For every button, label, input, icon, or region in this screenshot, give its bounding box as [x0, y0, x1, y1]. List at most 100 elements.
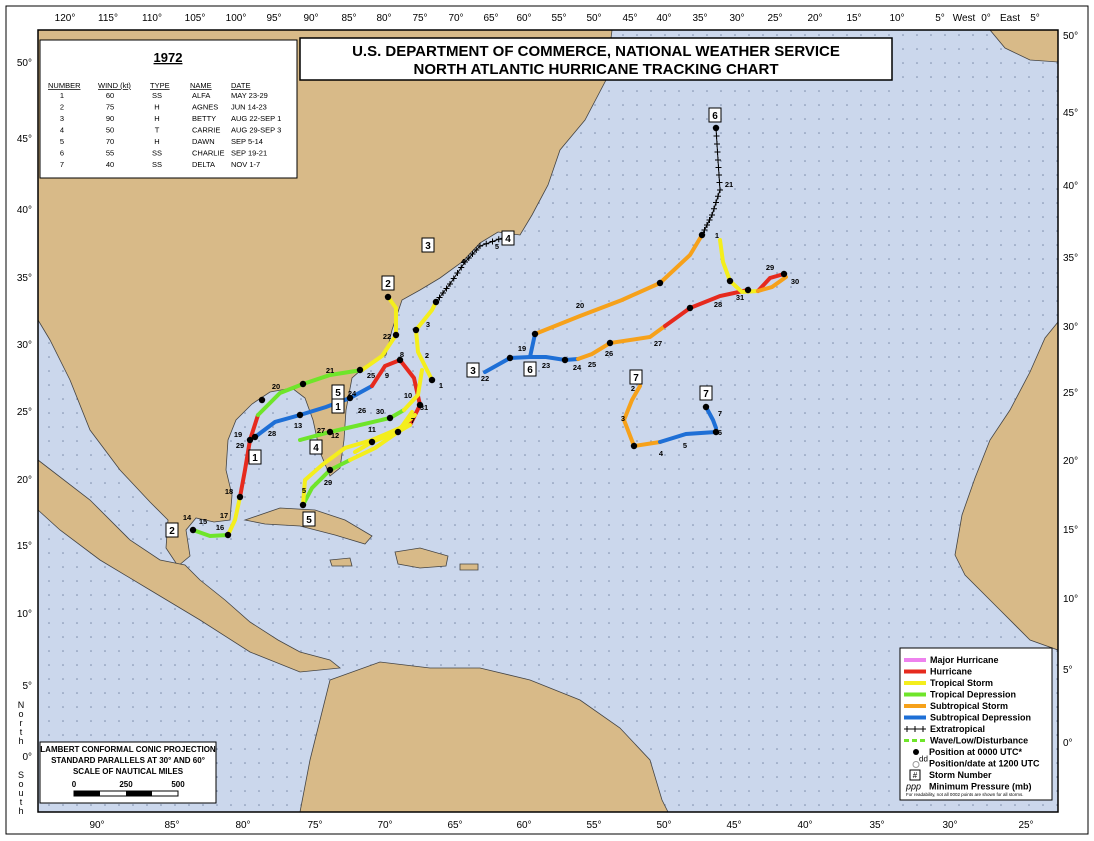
track-date-label: 9 — [385, 371, 389, 380]
projection-text: SCALE OF NAUTICAL MILES — [73, 767, 184, 776]
position-0000 — [296, 411, 304, 419]
track-date-label: 3 — [426, 320, 430, 329]
position-0000 — [326, 428, 334, 436]
storm-number: 7 — [703, 389, 709, 400]
position-0000 — [686, 304, 694, 312]
extratropical-cross — [714, 149, 721, 155]
lat-label: 40° — [1063, 181, 1078, 192]
extratropical-cross — [714, 141, 720, 147]
extratropical-cross — [701, 227, 708, 233]
scale-tick: 500 — [171, 780, 185, 789]
lon-label: 110° — [142, 13, 162, 24]
track-date-label: 30 — [376, 407, 384, 416]
track-date-label: 3 — [621, 414, 625, 423]
lat-label: 25° — [17, 407, 32, 418]
lat-label: 45° — [17, 134, 32, 145]
storm-number-box — [302, 511, 316, 527]
extratropical-cross — [458, 264, 465, 271]
track-date-label: 22 — [383, 332, 391, 341]
position-0000 — [702, 403, 710, 411]
position-0000 — [392, 331, 400, 339]
track-date-label: 25 — [367, 371, 375, 380]
storm-number-box — [708, 107, 722, 123]
track-date-label: 7 — [411, 416, 415, 425]
lon-label: East — [1000, 13, 1020, 24]
position-0000 — [698, 231, 706, 239]
lon-label: 5° — [935, 13, 945, 24]
season-table-box — [39, 39, 298, 179]
position-0000 — [368, 438, 376, 446]
position-0000 — [506, 354, 514, 362]
legend-label: Extratropical — [930, 724, 985, 734]
table-cell: 60 — [106, 91, 114, 100]
lon-label: 65° — [447, 820, 462, 831]
position-0000 — [531, 330, 539, 338]
legend-label: Position/date at 1200 UTC — [929, 759, 1040, 769]
track-ts — [301, 413, 417, 507]
map-frame — [37, 29, 1059, 813]
table-cell: 1 — [60, 91, 64, 100]
table-header: DATE — [231, 81, 250, 90]
position-0000 — [299, 380, 307, 388]
position-0000 — [656, 279, 664, 287]
track-date-label: 7 — [718, 409, 722, 418]
lon-label: 50° — [656, 820, 671, 831]
central-america — [37, 459, 342, 673]
storm-number-box — [501, 230, 515, 246]
legend-label: Position at 0000 UTC* — [929, 747, 1023, 757]
position-0000 — [432, 298, 440, 306]
lat-label: 30° — [1063, 322, 1078, 333]
extratropical-cross — [450, 275, 457, 282]
lon-label: 45° — [726, 820, 741, 831]
position-0000 — [236, 493, 244, 501]
lat-label: 5° — [1063, 665, 1073, 676]
lon-label: 20° — [807, 13, 822, 24]
extratropical-cross — [713, 133, 720, 139]
position-0000 — [224, 531, 232, 539]
track-sd — [253, 384, 374, 439]
storm-number-box — [248, 449, 262, 465]
lon-label: 40° — [797, 820, 812, 831]
track-date-label: 30 — [791, 277, 799, 286]
legend-symbol: ppp — [905, 782, 921, 792]
lon-label: 40° — [656, 13, 671, 24]
table-header: NUMBER — [48, 81, 81, 90]
track-date-label: 2 — [631, 384, 635, 393]
extratropical-cross — [443, 285, 450, 292]
lat-label: 35° — [1063, 253, 1078, 264]
table-header: WIND (kt) — [98, 81, 131, 90]
legend-label: Minimum Pressure (mb) — [929, 782, 1032, 792]
lon-label: 70° — [377, 820, 392, 831]
lat-label: 25° — [1063, 388, 1078, 399]
storm-number-box — [309, 439, 323, 455]
track-date-label: 15 — [199, 517, 207, 526]
track-date-label: 4 — [659, 449, 664, 458]
lon-label: 10° — [889, 13, 904, 24]
table-cell: 70 — [106, 137, 114, 146]
position-0000 — [780, 270, 788, 278]
track-date-label: 4 — [461, 257, 466, 266]
extratropical-cross — [711, 205, 717, 212]
table-header: NAME — [190, 81, 212, 90]
position-0000 — [744, 286, 752, 294]
lat-label: 50° — [1063, 31, 1078, 42]
table-cell: DELTA — [192, 160, 215, 169]
table-cell: AGNES — [192, 103, 218, 112]
lon-label: 50° — [586, 13, 601, 24]
extratropical-cross — [704, 222, 710, 228]
lat-label: 15° — [17, 541, 32, 552]
lon-label: West — [953, 13, 976, 24]
table-cell: SEP 5-14 — [231, 137, 263, 146]
track-date-label: 26 — [605, 349, 613, 358]
legend-label: Wave/Low/Disturbance — [930, 736, 1028, 746]
legend-label: Subtropical Storm — [930, 701, 1008, 711]
lon-label: 95° — [266, 13, 281, 24]
extratropical-cross — [716, 172, 722, 178]
lon-label: 35° — [692, 13, 707, 24]
lon-label: 30° — [942, 820, 957, 831]
lat-label: 45° — [1063, 108, 1078, 119]
jamaica — [329, 557, 353, 567]
track-h — [756, 272, 786, 293]
legend-label: Subtropical Depression — [930, 713, 1031, 723]
